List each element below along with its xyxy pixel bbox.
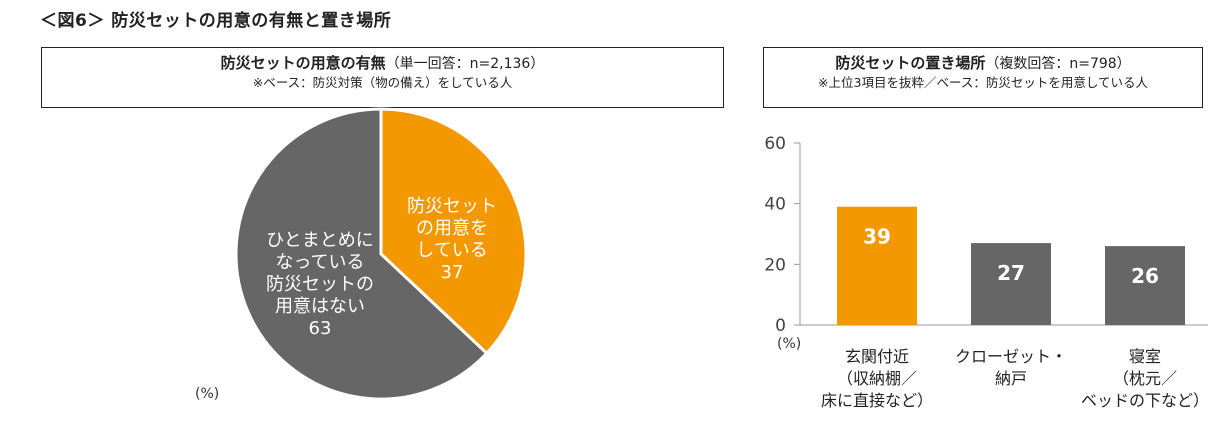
pie-slice-label: 用意はない (275, 296, 365, 317)
pie-slice-label: の用意を (416, 218, 488, 239)
y-tick-label: 40 (764, 195, 786, 215)
pie-title-note: （単一回答：n=2,136） (385, 56, 545, 72)
x-category-label: （収納棚／ (837, 369, 917, 388)
bar-subtitle: ※上位3項目を抜粋／ベース：防災セットを用意している人 (818, 74, 1148, 90)
pie-slice-label: している (416, 240, 487, 261)
bar-unit-label: (%) (777, 336, 802, 352)
pie-unit-label: (%) (195, 386, 220, 402)
x-category-label: （枕元／ (1113, 369, 1177, 388)
y-tick-label: 60 (764, 134, 786, 154)
pie-slice-label: なっている (275, 252, 364, 273)
pie-slice (379, 107, 528, 356)
pie-slice-label: ひとまとめに (266, 230, 373, 251)
bar-value-label: 39 (863, 225, 891, 249)
y-tick-label: 0 (775, 316, 786, 336)
bar-value-label: 27 (997, 261, 1025, 285)
bar-title-note: （複数回答：n=798） (985, 56, 1131, 72)
pie-title: 防災セットの用意の有無 (220, 54, 386, 72)
bar-title-line: 防災セットの置き場所（複数回答：n=798） (764, 54, 1202, 73)
y-tick-label: 20 (764, 255, 786, 275)
pie-subtitle: ※ベース：防災対策（物の備え）をしている人 (252, 74, 513, 90)
figure-title: ＜図6＞ 防災セットの用意の有無と置き場所 (40, 11, 392, 31)
x-category-label: 納戸 (995, 369, 1027, 388)
pie-slice-label: 防災セット (407, 196, 497, 217)
pie-value-label: 37 (441, 262, 464, 283)
bar-title: 防災セットの置き場所 (835, 54, 986, 72)
pie-slice-label: 防災セットの (266, 274, 374, 295)
x-category-label: 玄関付近 (845, 347, 909, 366)
bar (971, 243, 1051, 325)
pie-title-line: 防災セットの用意の有無（単一回答：n=2,136） (42, 54, 723, 73)
bar (1105, 246, 1185, 325)
bar-title-box: 防災セットの置き場所（複数回答：n=798） ※上位3項目を抜粋／ベース：防災セ… (763, 47, 1203, 108)
bar (837, 206, 917, 325)
x-category-label: 床に直接など） (821, 391, 933, 410)
x-category-label: ベッドの下など） (1081, 391, 1209, 410)
pie-slice (234, 107, 489, 401)
pie-value-label: 63 (309, 318, 332, 339)
bar-value-label: 26 (1131, 264, 1159, 288)
x-category-label: 寝室 (1129, 347, 1161, 366)
x-category-label: クローゼット・ (955, 347, 1067, 366)
